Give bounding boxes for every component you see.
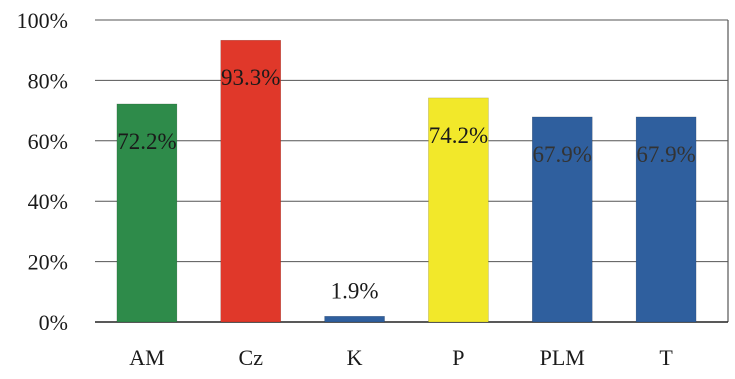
data-label-plm: 67.9% — [533, 142, 592, 167]
data-label-cz: 93.3% — [221, 65, 280, 90]
y-tick-label: 40% — [28, 189, 68, 214]
bar-cz — [220, 39, 281, 323]
bar-am — [116, 103, 178, 323]
x-tick-label-plm: PLM — [540, 345, 585, 370]
y-tick-label: 0% — [39, 310, 68, 335]
y-tick-label: 80% — [28, 68, 68, 93]
y-tick-label: 60% — [28, 129, 68, 154]
y-tick-label: 20% — [28, 250, 68, 275]
bar-t — [635, 116, 697, 323]
x-tick-label-cz: Cz — [239, 345, 264, 370]
data-label-p: 74.2% — [429, 123, 488, 148]
data-label-t: 67.9% — [636, 142, 695, 167]
bar-k — [324, 316, 385, 323]
data-label-k: 1.9% — [331, 278, 379, 303]
data-label-am: 72.2% — [117, 129, 176, 154]
x-tick-label-p: P — [452, 345, 464, 370]
bar-plm — [532, 116, 593, 323]
x-tick-label-t: T — [659, 345, 673, 370]
bar-p — [428, 97, 489, 323]
x-tick-label-am: AM — [129, 345, 164, 370]
x-tick-label-k: K — [347, 345, 363, 370]
y-tick-label: 100% — [17, 8, 68, 33]
